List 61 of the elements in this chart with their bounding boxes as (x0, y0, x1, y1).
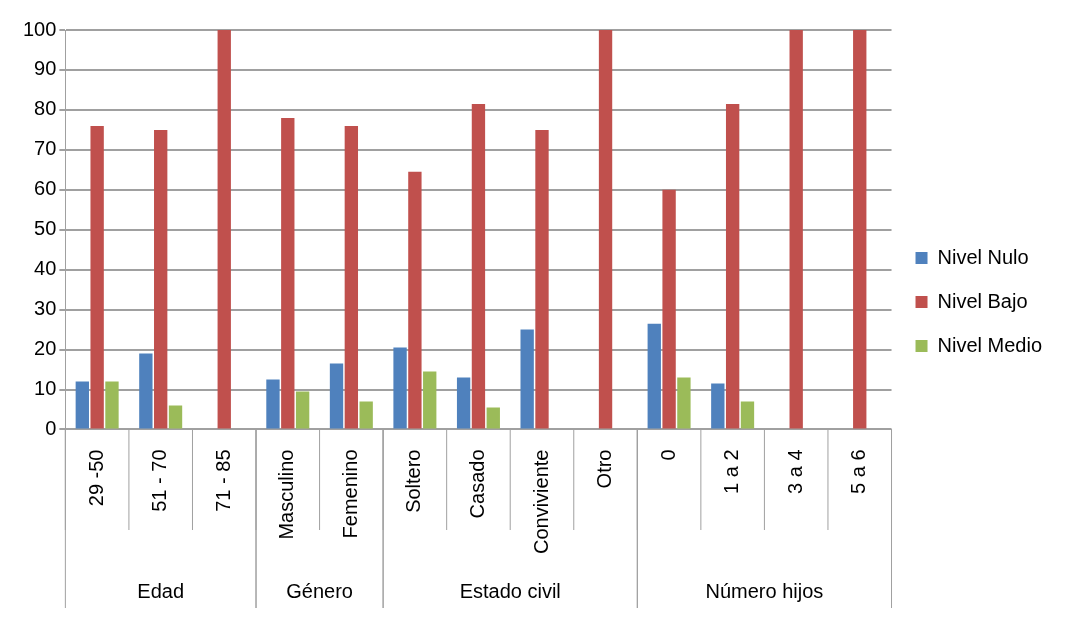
bar (740, 401, 755, 429)
legend-label: Nivel Bajo (937, 289, 1028, 312)
x-tick-label: Soltero (402, 449, 425, 513)
bar (90, 125, 104, 429)
bar (266, 379, 280, 429)
bar (168, 405, 183, 429)
text: Género (286, 579, 353, 602)
bar (359, 401, 373, 429)
text: Estado civil (459, 579, 561, 602)
legend-label: Nivel Nulo (937, 245, 1029, 268)
y-tick-label: 90 (34, 57, 57, 80)
bar (486, 407, 500, 429)
bar (105, 381, 119, 429)
text: Número hijos (705, 579, 824, 602)
bar (677, 377, 691, 429)
bar (75, 381, 89, 429)
x-tick-label: 1 a 2 (720, 449, 743, 494)
x-tick-label: 51 - 70 (148, 449, 171, 512)
x-tick-label: Masculino (275, 449, 298, 540)
bar (295, 391, 310, 429)
bar (535, 129, 549, 429)
bar (662, 189, 676, 429)
x-tick-label: Conviviente (529, 449, 552, 555)
y-tick-label: 10 (34, 377, 57, 400)
legend-label: Nivel Medio (937, 333, 1042, 356)
bar (520, 329, 534, 429)
x-tick-label: 0 (656, 449, 679, 461)
y-tick-label: 80 (34, 97, 57, 120)
bar (471, 103, 486, 429)
x-tick-label: 5 a 6 (847, 449, 870, 494)
bar (853, 30, 867, 429)
y-tick-label: 50 (34, 217, 57, 240)
x-tick-label: 3 a 4 (783, 449, 806, 494)
x-tick-label: Femenino (338, 449, 361, 539)
bar (725, 103, 740, 429)
y-tick-label: 40 (34, 257, 57, 280)
bar (423, 371, 437, 429)
x-tick-label: 71 - 85 (211, 449, 234, 512)
bar (329, 363, 344, 429)
y-tick-label: 0 (45, 417, 57, 440)
y-tick-label: 30 (34, 297, 57, 320)
bar (456, 377, 471, 429)
bar (408, 171, 422, 429)
y-tick-label: 60 (34, 177, 57, 200)
x-tick-label: 29 -50 (84, 449, 107, 507)
bar (281, 117, 295, 429)
bar (217, 30, 231, 429)
y-tick-label: 100 (22, 17, 57, 40)
x-tick-label: Otro (593, 449, 616, 489)
bar (154, 129, 168, 429)
bar (598, 30, 613, 429)
y-tick-label: 70 (34, 137, 57, 160)
text: Edad (137, 579, 185, 602)
y-tick-label: 20 (34, 337, 57, 360)
bar (139, 353, 153, 429)
bar (789, 30, 803, 429)
bar (393, 347, 407, 429)
bar (344, 125, 359, 429)
bar (647, 323, 661, 429)
bar (711, 383, 725, 429)
x-tick-label: Casado (465, 449, 488, 519)
